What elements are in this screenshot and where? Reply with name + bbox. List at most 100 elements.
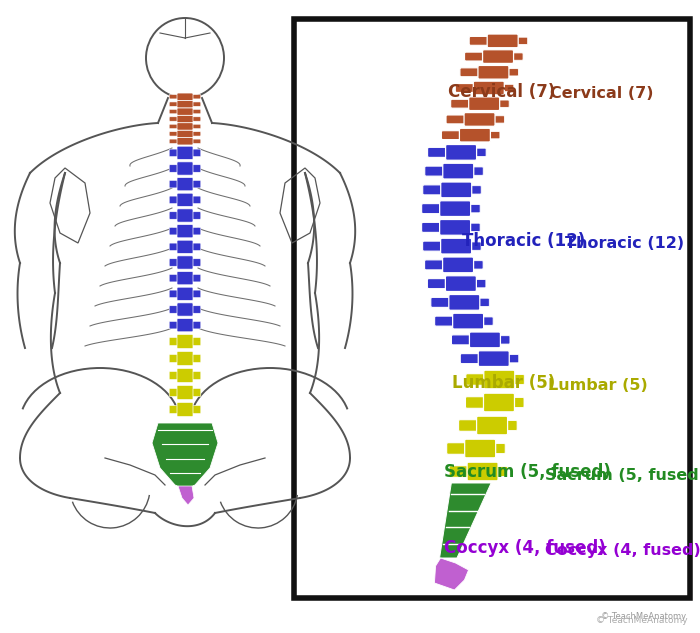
FancyBboxPatch shape	[441, 182, 472, 197]
FancyBboxPatch shape	[191, 196, 201, 204]
Text: Thoracic (12): Thoracic (12)	[565, 235, 684, 251]
FancyBboxPatch shape	[169, 275, 178, 282]
FancyBboxPatch shape	[177, 318, 193, 332]
FancyBboxPatch shape	[191, 149, 201, 156]
FancyBboxPatch shape	[191, 110, 201, 114]
Text: Coccyx (4, fused): Coccyx (4, fused)	[545, 544, 700, 558]
FancyBboxPatch shape	[469, 242, 481, 250]
FancyBboxPatch shape	[177, 272, 193, 285]
FancyBboxPatch shape	[477, 298, 489, 306]
FancyBboxPatch shape	[421, 222, 442, 232]
FancyBboxPatch shape	[466, 397, 486, 408]
Text: Cervical (7): Cervical (7)	[550, 85, 654, 101]
FancyBboxPatch shape	[169, 337, 178, 346]
FancyBboxPatch shape	[442, 130, 463, 140]
FancyBboxPatch shape	[506, 68, 519, 76]
FancyBboxPatch shape	[191, 124, 201, 128]
FancyBboxPatch shape	[468, 204, 480, 213]
FancyBboxPatch shape	[169, 322, 178, 329]
Polygon shape	[440, 483, 491, 558]
Text: Cervical (7): Cervical (7)	[448, 83, 555, 101]
FancyBboxPatch shape	[191, 165, 201, 172]
FancyBboxPatch shape	[442, 163, 474, 179]
FancyBboxPatch shape	[449, 294, 480, 310]
FancyBboxPatch shape	[169, 389, 178, 396]
FancyBboxPatch shape	[191, 406, 201, 413]
FancyBboxPatch shape	[191, 243, 201, 251]
FancyBboxPatch shape	[169, 227, 178, 235]
FancyBboxPatch shape	[169, 124, 178, 128]
FancyBboxPatch shape	[428, 147, 449, 158]
FancyBboxPatch shape	[507, 354, 519, 363]
FancyBboxPatch shape	[177, 256, 193, 269]
FancyBboxPatch shape	[435, 316, 456, 326]
FancyBboxPatch shape	[169, 94, 178, 99]
FancyBboxPatch shape	[512, 398, 524, 408]
FancyBboxPatch shape	[191, 290, 201, 298]
FancyBboxPatch shape	[425, 166, 446, 176]
FancyBboxPatch shape	[505, 420, 517, 430]
FancyBboxPatch shape	[169, 139, 178, 144]
FancyBboxPatch shape	[452, 335, 472, 345]
FancyBboxPatch shape	[447, 442, 468, 454]
FancyBboxPatch shape	[169, 306, 178, 313]
FancyBboxPatch shape	[177, 303, 193, 316]
FancyBboxPatch shape	[502, 84, 514, 92]
FancyBboxPatch shape	[428, 279, 449, 289]
FancyBboxPatch shape	[177, 115, 193, 123]
FancyBboxPatch shape	[430, 298, 452, 308]
FancyBboxPatch shape	[451, 99, 472, 108]
FancyBboxPatch shape	[169, 372, 178, 379]
FancyBboxPatch shape	[478, 65, 509, 79]
FancyBboxPatch shape	[177, 385, 193, 399]
Text: Lumbar (5): Lumbar (5)	[452, 374, 554, 392]
FancyBboxPatch shape	[449, 466, 470, 477]
FancyBboxPatch shape	[497, 100, 509, 108]
FancyBboxPatch shape	[461, 354, 482, 363]
FancyBboxPatch shape	[177, 101, 193, 108]
FancyBboxPatch shape	[481, 317, 493, 325]
FancyBboxPatch shape	[169, 110, 178, 114]
FancyBboxPatch shape	[453, 313, 484, 329]
FancyBboxPatch shape	[191, 227, 201, 235]
FancyBboxPatch shape	[465, 52, 486, 61]
Text: Lumbar (5): Lumbar (5)	[548, 377, 648, 392]
FancyBboxPatch shape	[498, 335, 510, 344]
Polygon shape	[435, 558, 468, 590]
FancyBboxPatch shape	[169, 354, 178, 363]
Text: Sacrum (5, fused): Sacrum (5, fused)	[444, 463, 611, 480]
FancyBboxPatch shape	[177, 123, 193, 130]
FancyBboxPatch shape	[459, 128, 491, 142]
FancyBboxPatch shape	[467, 462, 498, 481]
FancyBboxPatch shape	[177, 240, 193, 253]
FancyBboxPatch shape	[466, 373, 486, 385]
FancyBboxPatch shape	[440, 201, 470, 216]
FancyBboxPatch shape	[191, 337, 201, 346]
FancyBboxPatch shape	[474, 148, 486, 156]
Text: Sacrum (5, fused): Sacrum (5, fused)	[545, 468, 700, 482]
FancyBboxPatch shape	[445, 276, 477, 292]
FancyBboxPatch shape	[294, 19, 690, 598]
Text: © TeachMeAnatomy: © TeachMeAnatomy	[596, 616, 688, 625]
FancyBboxPatch shape	[177, 225, 193, 238]
FancyBboxPatch shape	[191, 322, 201, 329]
FancyBboxPatch shape	[177, 146, 193, 160]
FancyBboxPatch shape	[191, 117, 201, 121]
FancyBboxPatch shape	[177, 287, 193, 301]
FancyBboxPatch shape	[191, 275, 201, 282]
FancyBboxPatch shape	[191, 306, 201, 313]
Text: © TeachMeAnatomy: © TeachMeAnatomy	[601, 612, 686, 621]
FancyBboxPatch shape	[423, 185, 444, 195]
FancyBboxPatch shape	[442, 257, 474, 273]
FancyBboxPatch shape	[484, 393, 514, 412]
FancyBboxPatch shape	[169, 165, 178, 172]
FancyBboxPatch shape	[169, 290, 178, 298]
FancyBboxPatch shape	[488, 132, 500, 139]
FancyBboxPatch shape	[191, 180, 201, 188]
FancyBboxPatch shape	[169, 243, 178, 251]
FancyBboxPatch shape	[455, 84, 476, 92]
FancyBboxPatch shape	[512, 375, 524, 384]
FancyBboxPatch shape	[469, 97, 500, 111]
FancyBboxPatch shape	[177, 334, 193, 349]
FancyBboxPatch shape	[477, 416, 508, 435]
